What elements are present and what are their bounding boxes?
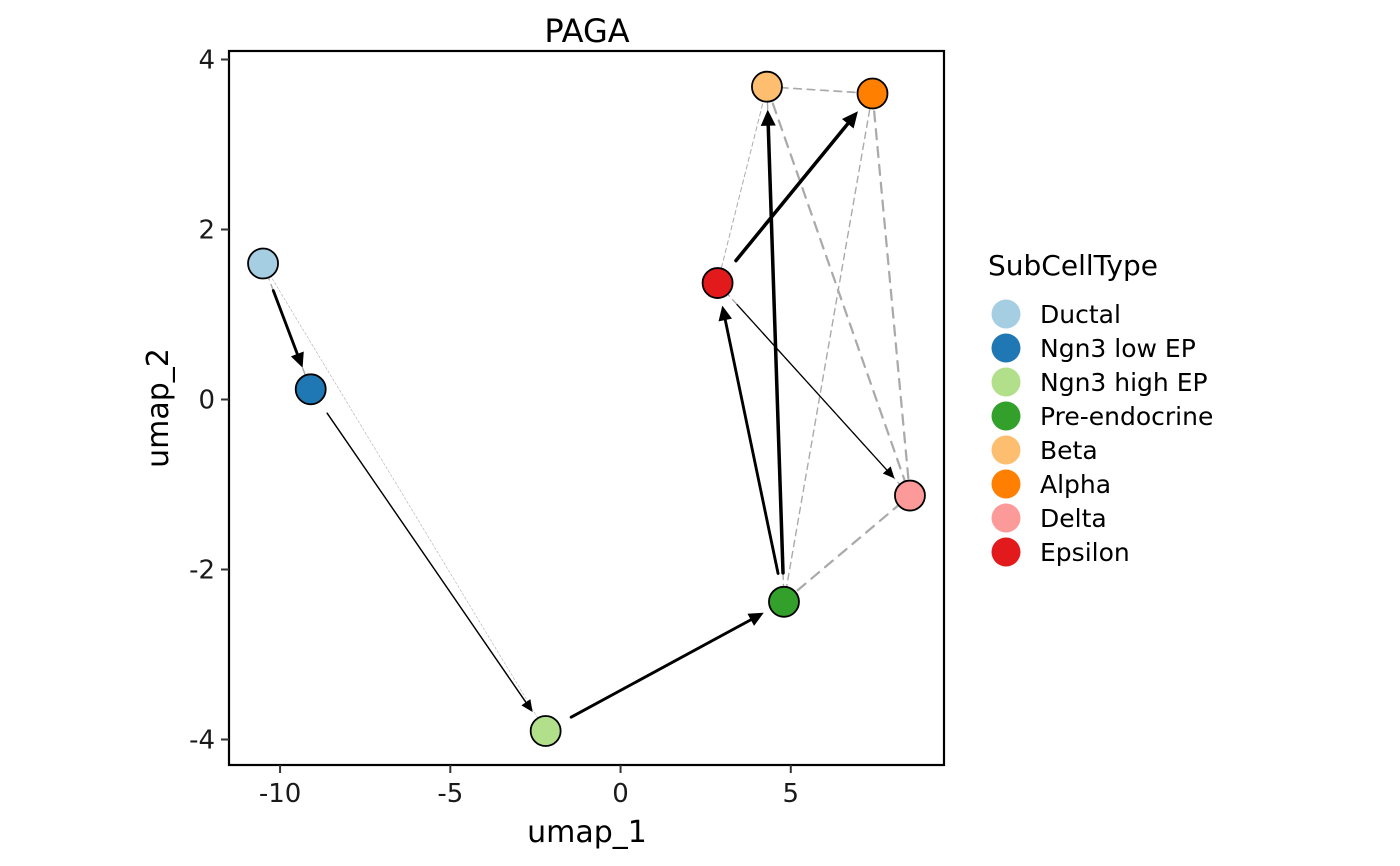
x-tick-label: -10	[259, 779, 301, 809]
arrow-pre-endocrine-beta	[760, 109, 785, 575]
node-ngn3-low-ep	[294, 373, 327, 406]
node-pre-endocrine	[768, 585, 800, 618]
legend: SubCellType Ductal Ngn3 low EP Ngn3 high E…	[988, 249, 1213, 567]
edge-alpha-delta	[871, 92, 912, 497]
edge-pre-endocrine-delta	[782, 494, 912, 603]
arrow-epsilon-delta	[736, 303, 895, 479]
legend-label: Pre-endocrine	[1040, 402, 1213, 431]
node-beta	[751, 70, 783, 103]
legend-swatch	[991, 367, 1021, 397]
legend-swatch	[991, 469, 1021, 499]
y-tick-label: -2	[189, 556, 215, 586]
x-axis: -10 -5 0 5	[259, 765, 799, 809]
legend-title: SubCellType	[988, 249, 1158, 282]
legend-swatch	[991, 401, 1021, 431]
legend-item-epsilon: Epsilon	[991, 537, 1130, 567]
x-tick-label: 0	[612, 779, 629, 809]
y-axis-title: umap_2	[141, 348, 176, 468]
edge-pre-endocrine-alpha	[783, 92, 874, 603]
node-delta	[894, 479, 926, 512]
legend-label: Ngn3 low EP	[1040, 334, 1196, 363]
legend-label: Alpha	[1040, 470, 1111, 499]
plot-panel-border	[227, 49, 946, 767]
x-tick-label: -5	[437, 779, 463, 809]
legend-item-delta: Delta	[991, 503, 1107, 533]
legend-swatch	[991, 299, 1021, 329]
y-axis: -4 -2 0 2 4	[189, 46, 229, 756]
x-tick-label: 5	[783, 779, 800, 809]
edge-ductal-ngn3-high-ep	[262, 263, 546, 732]
x-axis-title: umap_1	[527, 815, 647, 850]
legend-label: Ngn3 high EP	[1040, 368, 1208, 397]
chart-title: PAGA	[544, 12, 629, 50]
legend-label: Epsilon	[1040, 538, 1130, 567]
edge-epsilon-beta	[717, 86, 768, 284]
legend-label: Ductal	[1040, 300, 1121, 329]
y-tick-label: 0	[198, 386, 215, 416]
y-tick-label: 2	[198, 216, 215, 246]
legend-swatch	[991, 503, 1021, 533]
arrow-ngn3-high-ep-pre-endocrine	[569, 612, 764, 719]
node-ngn3-high-ep	[529, 715, 562, 747]
legend-item-pre-endocrine: Pre-endocrine	[991, 401, 1213, 431]
arrow-ngn3-low-ep-ngn3-high-ep	[326, 412, 533, 713]
arrow-pre-endocrine-epsilon	[718, 305, 780, 575]
legend-item-beta: Beta	[991, 435, 1098, 465]
legend-label: Beta	[1040, 436, 1098, 465]
legend-item-ductal: Ductal	[991, 299, 1121, 329]
legend-item-ngn3-high-ep: Ngn3 high EP	[991, 367, 1208, 397]
y-tick-label: 4	[198, 46, 215, 76]
legend-items: Ductal Ngn3 low EP Ngn3 high EP Pre-endocri…	[991, 299, 1213, 567]
legend-item-alpha: Alpha	[991, 469, 1111, 499]
edge-beta-alpha	[766, 85, 874, 95]
y-tick-label: -4	[189, 726, 215, 756]
legend-swatch	[991, 435, 1021, 465]
node-epsilon	[701, 267, 734, 299]
node-alpha	[856, 77, 889, 110]
legend-item-ngn3-low-ep: Ngn3 low EP	[991, 333, 1196, 363]
node-ductal	[247, 247, 279, 280]
arrow-edges	[271, 109, 895, 719]
legend-swatch	[991, 333, 1021, 363]
nodes	[247, 70, 926, 747]
arrow-ductal-ngn3-low-ep	[271, 289, 304, 368]
legend-swatch	[991, 537, 1021, 567]
legend-label: Delta	[1040, 504, 1107, 533]
edge-beta-delta	[765, 85, 912, 497]
arrow-epsilon-alpha	[734, 111, 858, 263]
